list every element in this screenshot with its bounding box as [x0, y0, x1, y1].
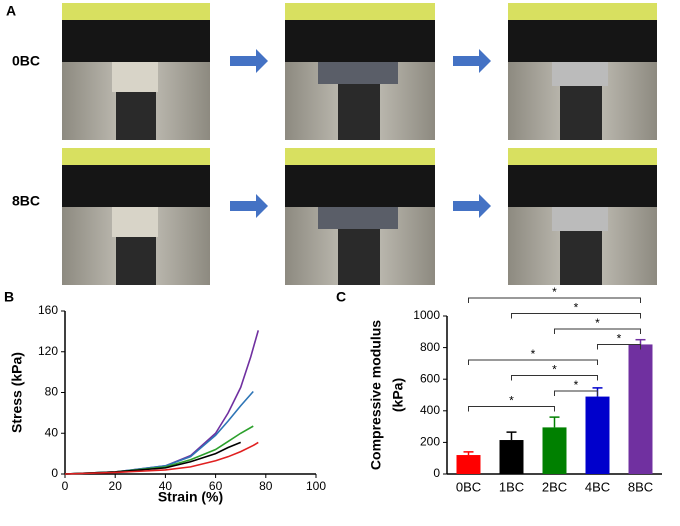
- significance-label: *: [552, 285, 557, 299]
- curve: [64, 441, 259, 475]
- significance-bracket: [597, 344, 641, 350]
- x-tick-label: 0: [62, 479, 69, 493]
- y-tick-label: 600: [420, 371, 440, 385]
- y-tick-label: 0: [51, 466, 58, 480]
- x-tick-label: 80: [259, 479, 273, 493]
- x-tick-label: 20: [109, 479, 123, 493]
- x-tick-label: 1BC: [499, 479, 524, 494]
- y-tick-label: 800: [420, 340, 440, 354]
- curve: [64, 390, 254, 475]
- y-tick-label: 120: [38, 344, 58, 358]
- panel-label: C: [336, 289, 346, 305]
- y-axis-label: (kPa): [390, 378, 406, 412]
- significance-label: *: [574, 378, 579, 392]
- significance-bracket: [468, 406, 555, 412]
- row-label: 8BC: [12, 193, 40, 209]
- x-tick-label: 2BC: [542, 479, 567, 494]
- x-tick-label: 0BC: [456, 479, 481, 494]
- bar: [499, 440, 524, 474]
- significance-bracket: [554, 328, 641, 334]
- x-tick-label: 8BC: [628, 479, 653, 494]
- significance-bracket: [468, 297, 641, 303]
- significance-label: *: [617, 332, 622, 346]
- significance-label: *: [595, 316, 600, 330]
- y-tick-label: 200: [420, 435, 440, 449]
- y-tick-label: 0: [433, 466, 440, 480]
- x-tick-label: 40: [159, 479, 173, 493]
- significance-label: *: [509, 394, 514, 408]
- panel-label: B: [4, 289, 14, 305]
- panel-label: A: [6, 3, 16, 19]
- y-tick-label: 160: [38, 303, 58, 317]
- significance-bracket: [511, 313, 641, 319]
- x-tick-label: 100: [306, 479, 326, 493]
- photos: [62, 3, 657, 285]
- significance-bracket: [511, 375, 598, 381]
- significance-label: *: [574, 301, 579, 315]
- significance-bracket: [554, 390, 598, 396]
- y-axis-label: Compressive modulus: [368, 320, 384, 470]
- significance-label: *: [552, 363, 557, 377]
- y-axis-label: Stress (kPa): [9, 352, 25, 433]
- bar: [456, 455, 481, 474]
- row-label: 0BC: [12, 53, 40, 69]
- curve: [64, 441, 242, 475]
- significance-bracket: [468, 359, 598, 365]
- x-axis-label: Strain (%): [158, 489, 223, 505]
- bar: [628, 344, 653, 474]
- y-tick-label: 1000: [413, 308, 440, 322]
- x-tick-label: 4BC: [585, 479, 610, 494]
- y-tick-label: 80: [45, 385, 59, 399]
- bar: [585, 396, 610, 474]
- curve: [64, 425, 254, 475]
- y-tick-label: 40: [45, 425, 59, 439]
- bar: [542, 427, 567, 474]
- y-tick-label: 400: [420, 403, 440, 417]
- x-tick-label: 60: [209, 479, 223, 493]
- significance-label: *: [531, 347, 536, 361]
- curve: [64, 330, 260, 475]
